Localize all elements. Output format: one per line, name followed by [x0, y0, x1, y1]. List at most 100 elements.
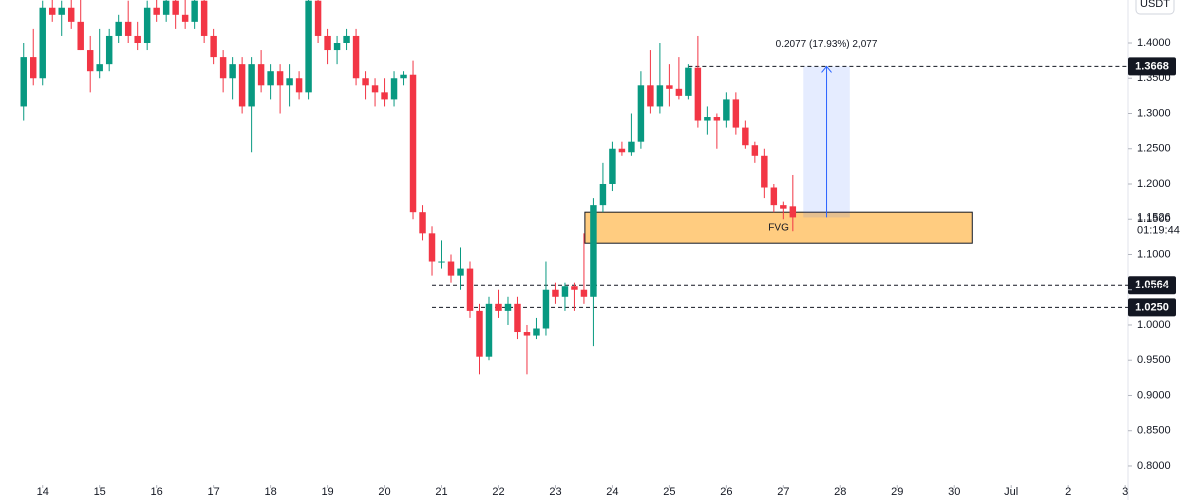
candle-body [656, 85, 664, 107]
candle-body [143, 7, 151, 44]
candle-body [30, 57, 37, 79]
candle-body [48, 7, 56, 15]
candle-body [447, 261, 455, 276]
candle-body [39, 7, 46, 79]
candle-body [96, 64, 103, 72]
candle-body [609, 148, 616, 184]
candle-body [352, 35, 360, 79]
candle-body [124, 21, 132, 36]
price-tag: 1.0250 [1128, 298, 1176, 317]
x-tick-label: 26 [720, 486, 732, 498]
candle-body [267, 71, 274, 86]
x-tick-label: 30 [948, 486, 960, 498]
candle-body [295, 78, 303, 93]
x-tick-label: 3 [1122, 486, 1128, 498]
candle-body [400, 74, 407, 79]
x-tick-label: 24 [606, 486, 618, 498]
candle-body [134, 35, 141, 44]
y-tick-label: 1.1000 [1137, 248, 1171, 260]
candle-body [381, 92, 388, 100]
candle-body [704, 117, 711, 121]
candle-body [305, 0, 312, 93]
x-tick-label: 29 [891, 486, 903, 498]
y-tick-label: 0.8000 [1137, 460, 1171, 472]
candle-body [333, 43, 341, 51]
candle-body [191, 0, 198, 22]
candle-body [210, 35, 217, 58]
price-tag-label: 1.3668 [1135, 60, 1169, 72]
candle-body [248, 64, 255, 107]
candle-body [257, 64, 265, 86]
y-tick-label: 1.0500 [1137, 284, 1171, 296]
price-tag-box [1128, 57, 1176, 76]
candle-body [770, 187, 778, 206]
x-tick-label: 23 [549, 486, 561, 498]
x-tick-label: 18 [264, 486, 276, 498]
candle-body [571, 286, 578, 290]
candle-body [694, 67, 702, 121]
candle-body [20, 57, 27, 107]
candle-body [533, 328, 540, 336]
price-tag-box [1128, 298, 1176, 317]
candle-body [590, 205, 597, 297]
x-tick-label: 21 [435, 486, 447, 498]
candle-body [162, 0, 170, 15]
candle-body [723, 99, 730, 121]
candle-body [552, 289, 559, 297]
fvg-zone [584, 211, 973, 244]
candle-body [314, 0, 322, 36]
y-tick-label: 1.2500 [1137, 143, 1171, 155]
candle-body [105, 35, 113, 65]
candle-body [86, 50, 94, 72]
candle-body [419, 212, 426, 234]
candle-body [181, 14, 189, 22]
currency-box[interactable] [1135, 0, 1175, 15]
candle-body [229, 64, 236, 79]
countdown-label: 01:19:44 [1137, 224, 1180, 236]
candle-body [457, 268, 464, 276]
y-tick-label: 1.4000 [1137, 37, 1171, 49]
zone-label: FVG [768, 222, 789, 233]
y-tick-label: 1.3000 [1137, 107, 1171, 119]
candle-body [466, 268, 474, 311]
candle-body [713, 117, 721, 121]
x-tick-label: 27 [777, 486, 789, 498]
candle-body [732, 99, 740, 128]
candle-body [58, 7, 65, 15]
y-tick-label: 0.9500 [1137, 354, 1171, 366]
candle-body [542, 289, 550, 329]
candle-body [409, 74, 417, 213]
currency-label: USDT [1140, 0, 1170, 10]
candle-body [219, 57, 227, 79]
x-tick-label: Jul [1004, 486, 1018, 498]
measure-arrowhead [821, 65, 832, 73]
candle-body [780, 205, 787, 209]
candle-body [476, 310, 483, 357]
candle-body [751, 145, 759, 156]
candle-body [618, 148, 626, 153]
candle-body [523, 332, 531, 336]
price-tag-label: 1.0250 [1135, 301, 1169, 313]
x-tick-label: 20 [378, 486, 390, 498]
x-tick-label: 2 [1065, 486, 1071, 498]
x-tick-label: 25 [663, 486, 675, 498]
candle-body [666, 85, 673, 89]
candle-body [286, 78, 293, 86]
candle-body [561, 286, 569, 297]
last-price-label: 1.1526 [1137, 211, 1171, 223]
candle-body [115, 21, 122, 36]
candle-body [742, 127, 749, 146]
candle-body [495, 303, 502, 311]
x-tick-label: 19 [321, 486, 333, 498]
candle-body [238, 64, 246, 107]
candle-body [371, 85, 379, 93]
candle-body [200, 0, 208, 36]
x-tick-label: 14 [37, 486, 49, 498]
price-tag-label: 1.0564 [1135, 279, 1170, 291]
candle-body [67, 7, 75, 22]
candle-body [637, 85, 645, 142]
x-tick-label: 17 [208, 486, 220, 498]
candle-body [172, 0, 179, 15]
